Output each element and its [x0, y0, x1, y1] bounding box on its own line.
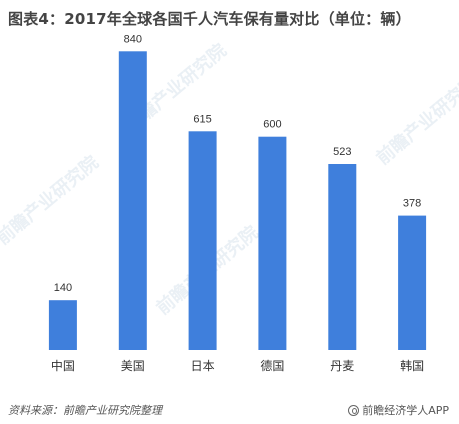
bar-0	[48, 300, 77, 350]
value-labels-group: 140 840 615 600 523 378	[54, 33, 422, 294]
bar-1	[118, 51, 147, 351]
value-label: 378	[403, 198, 421, 210]
category-label: 丹麦	[330, 359, 354, 373]
category-label: 日本	[191, 359, 215, 373]
brand-logo-icon	[348, 404, 360, 416]
bar-chart: 140 840 615 600 523 378 中国 美国 日本 德国 丹麦 韩国	[48, 33, 427, 373]
category-label: 韩国	[400, 358, 424, 373]
bar-4	[328, 164, 357, 350]
value-label: 523	[333, 146, 351, 158]
value-label: 600	[263, 119, 281, 131]
category-label: 中国	[51, 358, 75, 373]
bar-5	[398, 215, 427, 350]
chart-title: 图表4：2017年全球各国千人汽车保有量对比（单位：辆）	[8, 10, 411, 28]
category-label: 德国	[260, 358, 284, 373]
value-label: 140	[54, 282, 72, 294]
brand-credit: 前瞻经济学人APP	[348, 402, 449, 418]
source-note: 资料来源：前瞻产业研究院整理	[8, 404, 162, 417]
brand-name: 前瞻经济学人APP	[362, 404, 449, 417]
value-label: 840	[124, 33, 142, 45]
value-label: 615	[193, 113, 211, 125]
bars-group	[48, 51, 427, 351]
bar-3	[258, 136, 287, 350]
bar-2	[188, 131, 217, 350]
category-label: 美国	[121, 359, 145, 373]
category-labels-group: 中国 美国 日本 德国 丹麦 韩国	[51, 358, 424, 373]
